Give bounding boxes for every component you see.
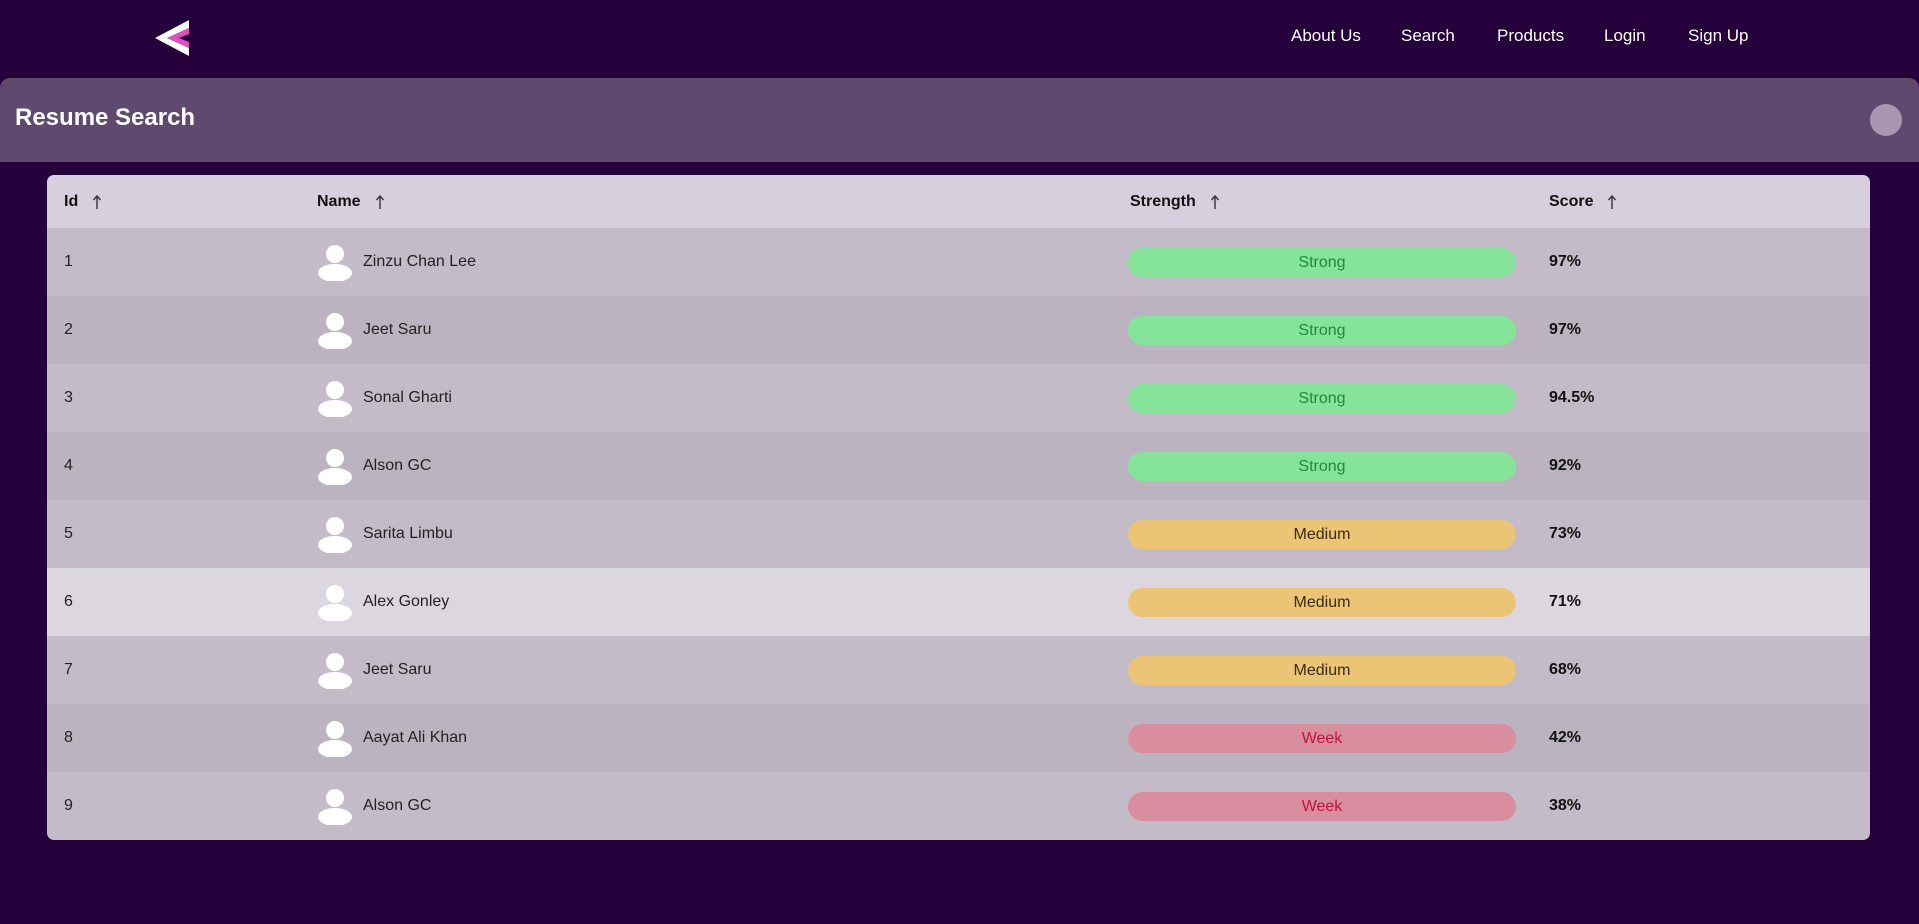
candidate-name: Alson GC [363, 797, 432, 814]
table-row[interactable]: 1 Zinzu Chan Lee Strong 97% [47, 228, 1870, 296]
table-row[interactable]: 2 Jeet Saru Strong 97% [47, 296, 1870, 364]
column-header[interactable]: Strength [1130, 175, 1220, 228]
column-label: Score [1549, 192, 1594, 210]
id-cell: 7 [64, 661, 73, 678]
name-cell: Aayat Ali Khan [317, 704, 467, 772]
id-cell: 3 [64, 389, 73, 406]
name-cell: Alson GC [317, 432, 431, 500]
candidate-name: Jeet Saru [363, 321, 432, 338]
score-cell: 92% [1549, 457, 1582, 474]
name-cell: Alson GC [317, 772, 431, 840]
candidate-name: Sarita Limbu [363, 525, 453, 542]
avatar-icon [318, 789, 352, 825]
table-row[interactable]: 6 Alex Gonley Medium 71% [47, 568, 1870, 636]
candidate-name: Alex Gonley [363, 593, 450, 610]
header-bar: Resume Search [0, 78, 1919, 162]
name-cell: Sarita Limbu [317, 500, 453, 568]
id-cell: 8 [64, 729, 73, 746]
avatar-icon [318, 653, 352, 689]
avatar-icon [318, 585, 352, 621]
id-cell: 4 [64, 457, 73, 474]
nav-link[interactable]: Login [1604, 26, 1646, 45]
avatar-icon [318, 449, 352, 485]
score-cell: 71% [1549, 593, 1582, 610]
table-row[interactable]: 8 Aayat Ali Khan Week 42% [47, 704, 1870, 772]
sort-arrow [93, 194, 102, 209]
page-title: Resume Search [15, 104, 196, 131]
score-cell: 97% [1549, 253, 1582, 270]
column-label: Id [64, 192, 79, 210]
table-row[interactable]: 4 Alson GC Strong 92% [47, 432, 1870, 500]
avatar-button[interactable] [1870, 104, 1902, 136]
logo[interactable] [153, 18, 193, 58]
score-cell: 42% [1549, 729, 1582, 746]
nav-links: About Us Search Products Login Sign Up [0, 26, 1919, 50]
sort-arrow [375, 194, 384, 209]
id-cell: 6 [64, 593, 73, 610]
avatar-icon [318, 721, 352, 757]
avatar-icon [318, 381, 352, 417]
avatar-icon [318, 245, 352, 281]
score-cell: 94.5% [1549, 389, 1595, 406]
column-header[interactable]: Score [1549, 175, 1617, 228]
avatar-icon [318, 313, 352, 349]
table-row[interactable]: 7 Jeet Saru Medium 68% [47, 636, 1870, 704]
score-cell: 97% [1549, 321, 1582, 338]
score-cell: 73% [1549, 525, 1582, 542]
candidate-name: Zinzu Chan Lee [363, 253, 476, 270]
strength-badge: Medium [1128, 588, 1516, 617]
candidate-name: Aayat Ali Khan [363, 729, 468, 746]
candidate-name: Jeet Saru [363, 661, 432, 678]
strength-badge: Medium [1128, 520, 1516, 549]
table-row[interactable]: 5 Sarita Limbu Medium 73% [47, 500, 1870, 568]
name-cell: Jeet Saru [317, 296, 431, 364]
score-cell: 38% [1549, 797, 1582, 814]
sort-arrow [1608, 194, 1617, 209]
nav-link[interactable]: About Us [1291, 26, 1361, 45]
name-cell: Jeet Saru [317, 636, 431, 704]
table-row[interactable]: 9 Alson GC Week 38% [47, 772, 1870, 840]
table-row[interactable]: 3 Sonal Gharti Strong 94.5% [47, 364, 1870, 432]
strength-badge: Strong [1128, 384, 1516, 413]
column-header[interactable]: Name [317, 175, 385, 228]
nav-link[interactable]: Sign Up [1688, 26, 1749, 45]
id-cell: 1 [64, 253, 73, 270]
id-cell: 9 [64, 797, 73, 814]
nav-link[interactable]: Products [1497, 26, 1565, 45]
strength-badge: Strong [1128, 316, 1516, 345]
candidate-name: Sonal Gharti [363, 389, 452, 406]
name-cell: Alex Gonley [317, 568, 449, 636]
avatar-icon [318, 517, 352, 553]
name-cell: Zinzu Chan Lee [317, 228, 476, 296]
strength-badge: Strong [1128, 248, 1516, 277]
column-header[interactable]: Id [64, 175, 102, 228]
strength-badge: Medium [1128, 656, 1516, 685]
column-label: Name [317, 192, 361, 210]
results-table: Id Name Strength Score 1 Zinzu Chan Lee Strong… [47, 175, 1870, 840]
nav-link[interactable]: Search [1401, 26, 1455, 45]
strength-badge: Week [1128, 724, 1516, 753]
name-cell: Sonal Gharti [317, 364, 452, 432]
navbar: About Us Search Products Login Sign Up [0, 0, 1919, 78]
score-cell: 68% [1549, 661, 1582, 678]
column-label: Strength [1130, 192, 1196, 210]
sort-arrow [1210, 194, 1219, 209]
table-header: Id Name Strength Score [47, 175, 1870, 228]
candidate-name: Alson GC [363, 457, 432, 474]
id-cell: 2 [64, 321, 73, 338]
strength-badge: Week [1128, 792, 1516, 821]
strength-badge: Strong [1128, 452, 1516, 481]
id-cell: 5 [64, 525, 73, 542]
